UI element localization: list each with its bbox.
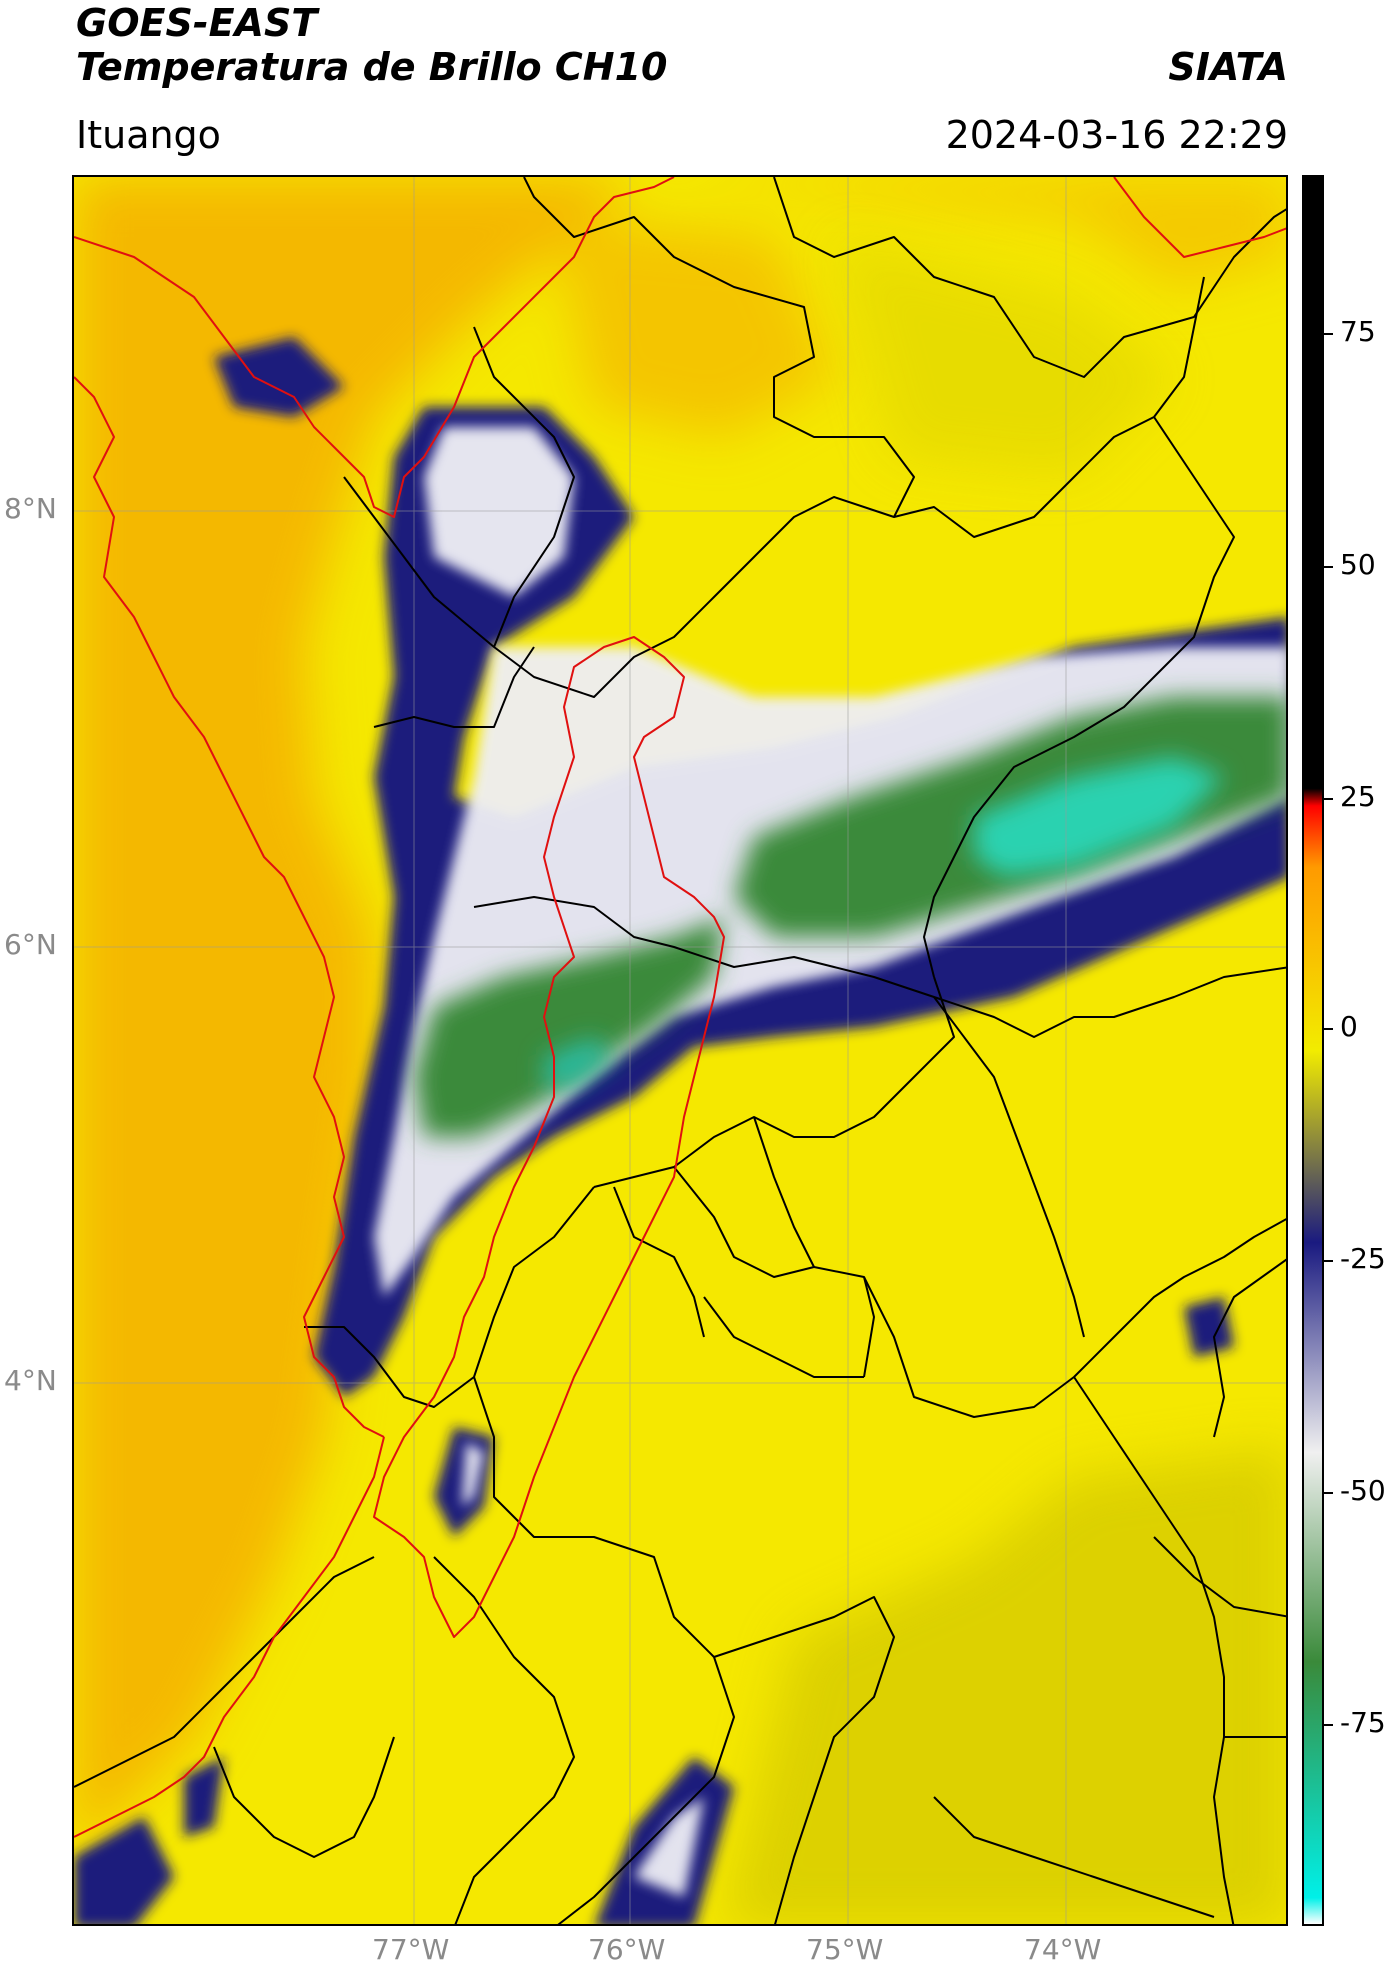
location-label: Ituango xyxy=(76,113,221,157)
lon-label-77w: 77°W xyxy=(372,1933,450,1966)
satellite-map xyxy=(72,175,1288,1926)
lat-label-6n: 6°N xyxy=(4,928,57,961)
colorbar-tick xyxy=(1324,566,1333,568)
colorbar-label-minus-50: -50 xyxy=(1340,1474,1384,1507)
lat-label-8n: 8°N xyxy=(4,492,57,525)
ituango-region-outline xyxy=(373,636,725,1638)
product-title-satellite: GOES-EAST xyxy=(76,1,318,45)
cold-cloud-system xyxy=(74,337,1286,1924)
colorbar-tick xyxy=(1324,1028,1333,1030)
colorbar-label-50: 50 xyxy=(1340,548,1376,581)
graticule xyxy=(74,177,1286,1924)
agency-label: SIATA xyxy=(1168,45,1288,89)
lat-label-4n: 4°N xyxy=(4,1364,57,1397)
temperature-colorbar xyxy=(1302,175,1324,1926)
warm-sea-areas xyxy=(74,177,1286,1857)
department-boundaries xyxy=(74,177,1286,1924)
lon-label-76w: 76°W xyxy=(588,1933,666,1966)
timestamp-label: 2024-03-16 22:29 xyxy=(945,113,1288,157)
coastline xyxy=(74,177,1286,1838)
colorbar-label-0: 0 xyxy=(1340,1010,1358,1043)
colorbar-label-25: 25 xyxy=(1340,780,1376,813)
colorbar-label-minus-25: -25 xyxy=(1340,1242,1384,1275)
colorbar-label-minus-75: -75 xyxy=(1340,1706,1384,1739)
colorbar-tick xyxy=(1324,1724,1333,1726)
colorbar-label-75: 75 xyxy=(1340,315,1376,348)
olive-haze xyxy=(724,237,1286,1924)
colorbar-tick xyxy=(1324,333,1333,335)
lon-label-74w: 74°W xyxy=(1024,1933,1102,1966)
product-title-channel: Temperatura de Brillo CH10 xyxy=(76,45,668,89)
colorbar-tick xyxy=(1324,1260,1333,1262)
lon-label-75w: 75°W xyxy=(806,1933,884,1966)
colorbar-tick xyxy=(1324,1492,1333,1494)
colorbar-tick xyxy=(1324,798,1333,800)
